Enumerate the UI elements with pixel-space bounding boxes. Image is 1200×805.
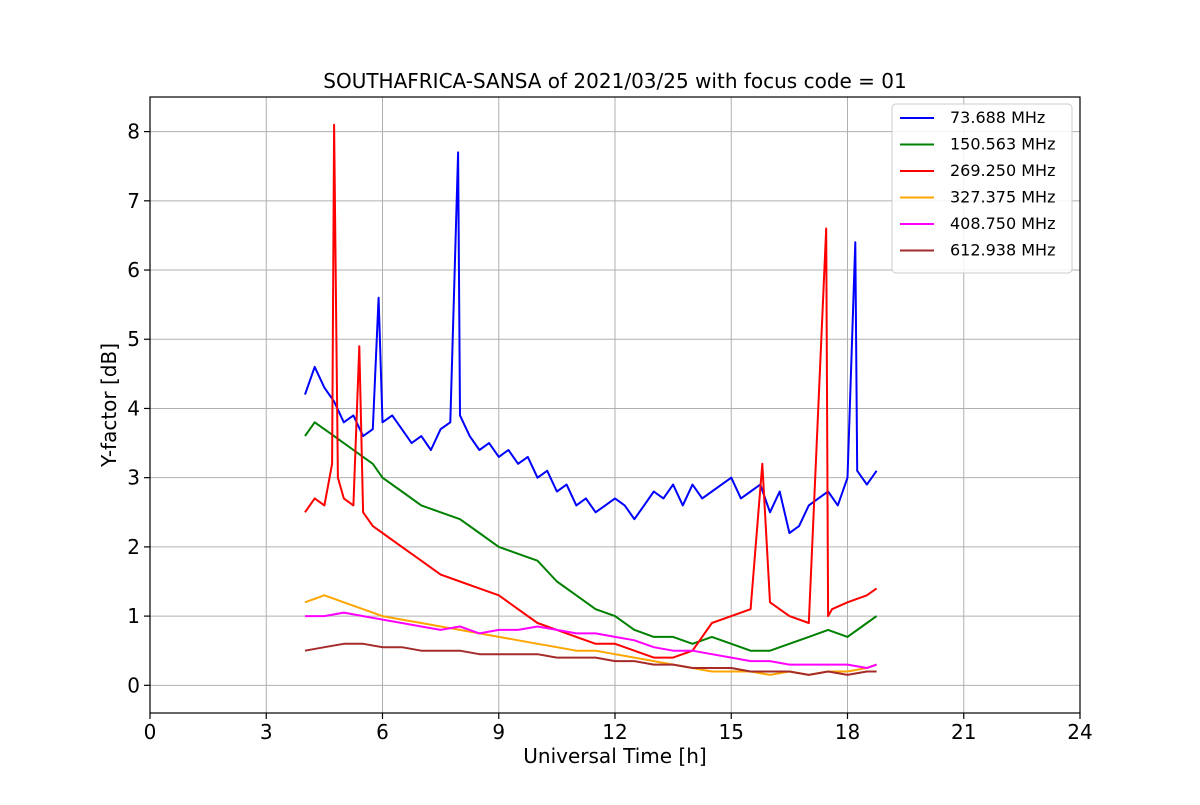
series-lines [304, 123, 878, 676]
legend-label: 612.938 MHz [950, 241, 1055, 260]
legend-label: 150.563 MHz [950, 135, 1055, 154]
legend-label: 327.375 MHz [950, 188, 1055, 207]
x-tick-label: 6 [376, 720, 389, 744]
legend-label: 73.688 MHz [950, 108, 1045, 127]
series-line-2 [304, 123, 878, 659]
series-line-0 [304, 151, 878, 534]
series-line-5 [304, 642, 877, 676]
x-axis-label: Universal Time [h] [523, 744, 706, 768]
y-tick-label: 1 [127, 604, 140, 628]
y-tick-label: 6 [127, 258, 140, 282]
y-tick-label: 5 [127, 327, 140, 351]
series-line-3 [304, 594, 877, 676]
x-tick-label: 9 [492, 720, 505, 744]
legend-box [891, 103, 1073, 274]
chart-title: SOUTHAFRICA-SANSA of 2021/03/25 with foc… [323, 69, 907, 93]
x-tick-label: 21 [951, 720, 976, 744]
y-tick-label: 3 [127, 466, 140, 490]
legend-label: 269.250 MHz [950, 161, 1055, 180]
x-tick-label: 24 [1067, 720, 1092, 744]
x-tick-label: 0 [144, 720, 157, 744]
legend-label: 408.750 MHz [950, 214, 1055, 233]
x-tick-label: 3 [260, 720, 273, 744]
series-line-4 [305, 611, 877, 669]
y-tick-label: 7 [127, 189, 140, 213]
y-tick-label: 4 [127, 396, 140, 420]
y-tick-label: 2 [127, 535, 140, 559]
legend: 73.688 MHz 150.563 MHz 269.250 MHz 327.375 … [891, 103, 1073, 274]
y-tick-label: 8 [127, 120, 140, 144]
series-line-1 [304, 421, 878, 652]
x-tick-label: 18 [835, 720, 860, 744]
x-tick-label: 15 [719, 720, 744, 744]
x-tick-label: 12 [602, 720, 627, 744]
y-tick-label: 0 [127, 673, 140, 697]
y-axis-label: Y-factor [dB] [97, 343, 121, 468]
